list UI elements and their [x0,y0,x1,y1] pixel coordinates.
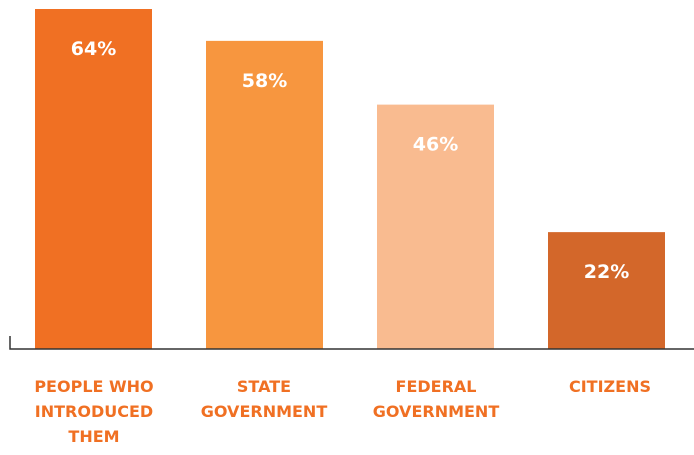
bar-3 [377,104,494,349]
bar-4 [548,232,665,349]
category-label-line: THEM [68,427,119,446]
value-labels-group: 64% 58% 46% 22% [71,38,629,283]
category-label-line: CITIZENS [569,377,651,396]
category-label-line: GOVERNMENT [373,402,500,421]
category-label-line: FEDERAL [396,377,477,396]
category-label-line: STATE [237,377,291,396]
category-label-3: FEDERAL GOVERNMENT [373,377,500,421]
value-label-3: 46% [413,134,458,156]
category-label-1: PEOPLE WHO INTRODUCED THEM [34,377,153,446]
bars-group [35,9,665,349]
value-label-1: 64% [71,38,116,60]
x-axis-baseline [9,336,694,350]
bar-1 [35,9,152,349]
value-label-4: 22% [584,261,629,283]
axis-group [9,336,694,350]
category-label-line: PEOPLE WHO [34,377,153,396]
value-label-2: 58% [242,70,287,92]
category-label-2: STATE GOVERNMENT [201,377,328,421]
category-label-line: INTRODUCED [35,402,153,421]
bar-2 [206,40,323,349]
category-label-line: GOVERNMENT [201,402,328,421]
category-label-4: CITIZENS [569,377,651,396]
